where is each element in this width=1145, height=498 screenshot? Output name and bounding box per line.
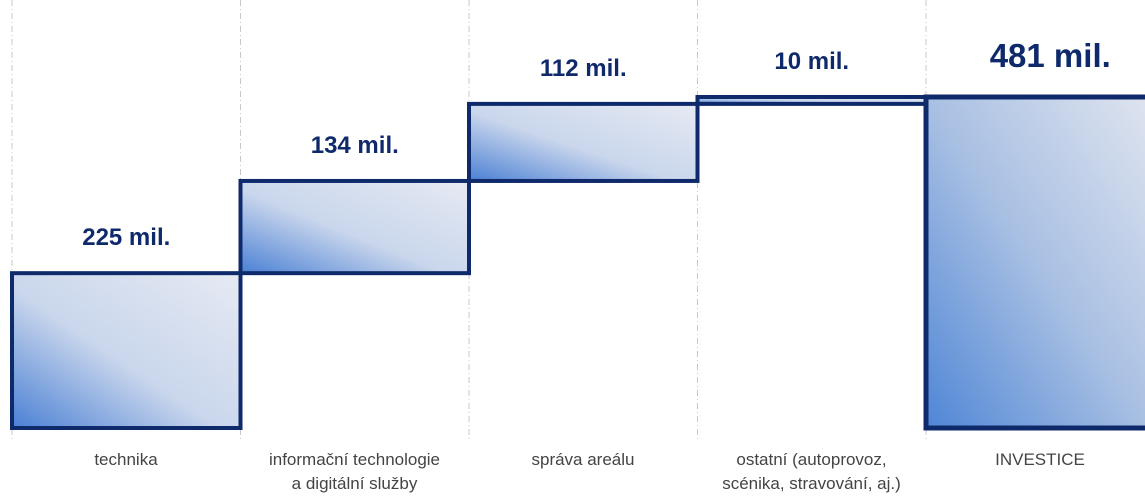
- value-label: 134 mil.: [311, 132, 399, 159]
- bar: [238, 178, 471, 276]
- x-tick-label: INVESTICE: [995, 450, 1085, 469]
- x-tick-label: technika: [94, 450, 158, 469]
- x-tick-label: informační technologie a digitální služb…: [268, 450, 441, 493]
- bar: [923, 94, 1145, 431]
- bar: [467, 101, 700, 183]
- bar: [695, 95, 928, 106]
- bar: [10, 271, 243, 430]
- value-label: 10 mil.: [774, 48, 849, 75]
- value-label: 225 mil.: [82, 224, 170, 251]
- value-label: 112 mil.: [540, 55, 627, 82]
- value-label: 481 mil.: [990, 37, 1111, 74]
- x-tick-label: správa areálu: [531, 450, 635, 469]
- x-tick-label: ostatní (autoprovoz, scénika, stravování…: [722, 450, 901, 493]
